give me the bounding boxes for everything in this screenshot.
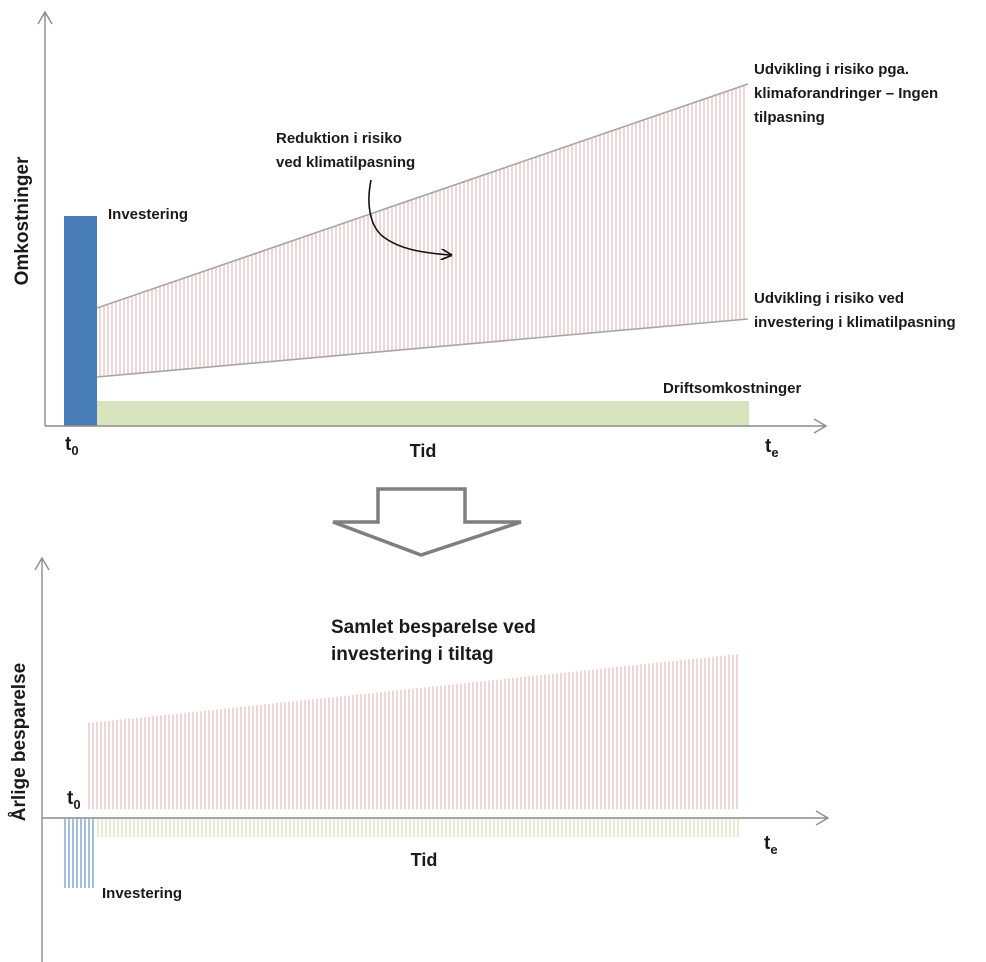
total-savings-label: Samlet besparelse ved investering i tilt… bbox=[331, 617, 541, 665]
top-investment-label: Investering bbox=[108, 206, 188, 223]
operating-costs-label: Driftsomkostninger bbox=[663, 380, 802, 397]
investment-hatch bbox=[64, 819, 94, 888]
top-x-axis-label: Tid bbox=[410, 441, 437, 461]
bottom-x-axis-label: Tid bbox=[411, 850, 438, 870]
bottom-y-axis-arrow bbox=[34, 556, 50, 571]
risk-with-adaptation-line bbox=[96, 318, 749, 378]
risk-no-adaptation-label: Udvikling i risiko pga. klimaforandringe… bbox=[754, 61, 942, 126]
bottom-investment-label: Investering bbox=[102, 885, 182, 902]
bottom-chart: Årlige besparelse Tid t0 te Investering … bbox=[9, 556, 830, 962]
top-y-axis-arrow bbox=[37, 10, 53, 25]
bottom-y-axis-label: Årlige besparelse bbox=[9, 663, 30, 821]
risk-no-adaptation-line bbox=[96, 83, 749, 309]
curved-arrow-icon bbox=[368, 179, 450, 255]
risk-reduction-label: Reduktion i risiko ved klimatilpasning bbox=[276, 130, 415, 171]
top-chart: Omkostninger Tid t0 te Investering Drift… bbox=[12, 10, 956, 461]
bottom-t0-label: t0 bbox=[67, 788, 81, 812]
operating-costs-bar bbox=[97, 401, 749, 426]
down-arrow-icon bbox=[332, 487, 522, 557]
savings-hatch bbox=[88, 654, 738, 809]
top-t0-label: t0 bbox=[65, 434, 79, 458]
top-x-axis-arrow bbox=[813, 418, 828, 434]
operating-savings-hatch bbox=[97, 819, 739, 837]
investment-bar bbox=[64, 216, 97, 426]
bottom-te-label: te bbox=[764, 833, 778, 857]
top-y-axis-label: Omkostninger bbox=[12, 156, 33, 285]
risk-reduction-hatch bbox=[99, 85, 745, 377]
risk-with-adaptation-label: Udvikling i risiko ved investering i kli… bbox=[754, 290, 956, 331]
top-te-label: te bbox=[765, 436, 779, 460]
bottom-x-axis-arrow bbox=[815, 810, 830, 826]
